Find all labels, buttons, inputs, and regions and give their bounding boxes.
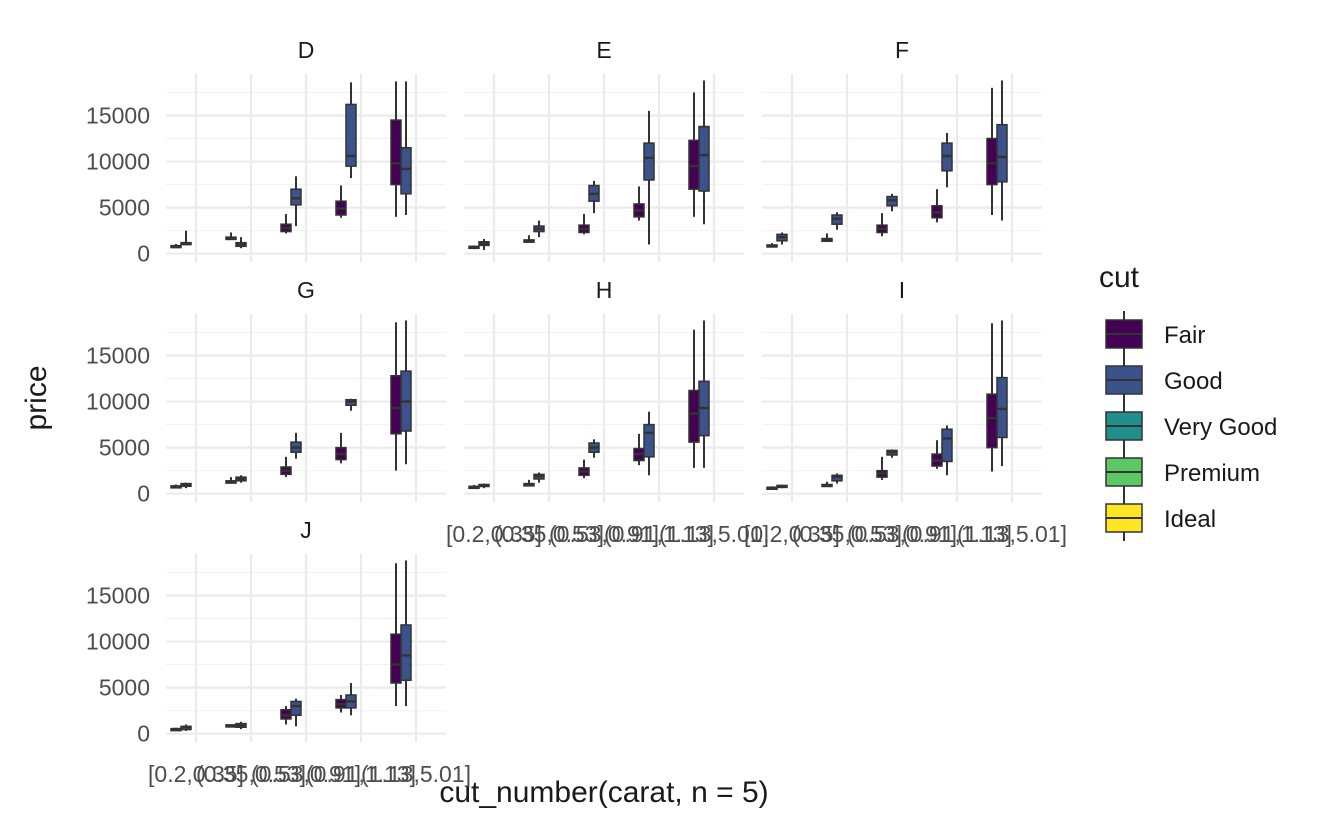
x-tick-label: (1.13,5.01] bbox=[361, 761, 471, 787]
x-tick-label: [0.2,0.35] bbox=[744, 521, 840, 547]
x-tick-label: (1.13,5.01] bbox=[957, 521, 1067, 547]
y-tick-label: 15000 bbox=[86, 342, 150, 368]
y-tick-label: 0 bbox=[137, 241, 150, 267]
x-tick-label: (0.53,0.91] bbox=[847, 521, 957, 547]
x-tick-label: (0.35,0.53] bbox=[494, 521, 604, 547]
box-good bbox=[345, 103, 357, 167]
box-fair bbox=[688, 389, 700, 443]
facet-strip-label: E bbox=[596, 37, 611, 63]
legend-item: Premium bbox=[1105, 449, 1260, 495]
y-tick-label: 10000 bbox=[86, 629, 150, 655]
box-good bbox=[698, 125, 710, 192]
facet-strip-label: H bbox=[596, 277, 613, 303]
facet-panel-e: E bbox=[464, 37, 744, 262]
facet-strip-label: G bbox=[297, 277, 315, 303]
legend-label: Ideal bbox=[1164, 506, 1216, 533]
facet-strip-label: J bbox=[300, 517, 312, 543]
y-tick-label: 10000 bbox=[86, 389, 150, 415]
x-tick-label: (0.91,1.13] bbox=[306, 761, 416, 787]
box-good bbox=[996, 123, 1008, 183]
facet-panel-d: D 0 5000 10000 15000 bbox=[86, 37, 446, 267]
y-tick-label: 15000 bbox=[86, 582, 150, 608]
legend-item: Good bbox=[1105, 357, 1223, 403]
y-tick-label: 5000 bbox=[99, 675, 150, 701]
legend-label: Good bbox=[1164, 368, 1223, 395]
box-fair bbox=[390, 374, 402, 435]
y-tick-label: 15000 bbox=[86, 102, 150, 128]
box-good bbox=[400, 624, 412, 682]
x-tick-label: (0.35,0.53] bbox=[196, 761, 306, 787]
legend-item: Fair bbox=[1105, 311, 1205, 357]
x-tick-label: [0.2,0.35] bbox=[446, 521, 542, 547]
facet-panel-f: F bbox=[762, 37, 1042, 262]
box-fair bbox=[986, 393, 998, 449]
box-fair bbox=[390, 119, 402, 186]
y-axis-title: price bbox=[20, 365, 53, 430]
x-tick-label: [0.2,0.35] bbox=[148, 761, 244, 787]
x-tick-label: (0.91,1.13] bbox=[902, 521, 1012, 547]
y-tick-label: 0 bbox=[137, 721, 150, 747]
facet-panel-h: H [0.2,0.35](0.35,0.53](0.53,0.91](0.91,1… bbox=[446, 277, 769, 547]
x-tick-label: (1.13,5.01] bbox=[659, 521, 769, 547]
box-good bbox=[996, 376, 1008, 439]
box-good bbox=[643, 142, 655, 181]
box-good bbox=[941, 428, 953, 463]
box-good bbox=[290, 700, 302, 717]
y-tick-label: 0 bbox=[137, 481, 150, 507]
box-good bbox=[643, 423, 655, 458]
x-tick-label: (0.53,0.91] bbox=[251, 761, 361, 787]
box-good bbox=[400, 146, 412, 195]
x-tick-label: (0.53,0.91] bbox=[549, 521, 659, 547]
facet-panel-i: I [0.2,0.35](0.35,0.53](0.53,0.91](0.91,1… bbox=[744, 277, 1067, 547]
y-tick-label: 10000 bbox=[86, 149, 150, 175]
box-fair bbox=[986, 137, 998, 186]
legend-title: cut bbox=[1099, 261, 1140, 294]
y-tick-label: 5000 bbox=[99, 195, 150, 221]
facet-panel-j: J 0 5000 10000 15000 [0.2,0.35](0.35,0.53](0.… bbox=[86, 517, 471, 787]
legend-item: Ideal bbox=[1105, 495, 1216, 541]
facet-strip-label: I bbox=[899, 277, 905, 303]
x-tick-label: (0.91,1.13] bbox=[604, 521, 714, 547]
legend-label: Premium bbox=[1164, 460, 1260, 487]
box-fair bbox=[688, 139, 700, 190]
box-good bbox=[290, 188, 302, 206]
legend-item: Very Good bbox=[1105, 403, 1277, 449]
facet-strip-label: D bbox=[298, 37, 315, 63]
facet-panel-g: G 0 5000 10000 15000 bbox=[86, 277, 446, 507]
x-axis-title: cut_number(carat, n = 5) bbox=[439, 776, 768, 809]
legend-label: Very Good bbox=[1164, 414, 1277, 441]
box-fair bbox=[390, 633, 402, 684]
x-tick-label: (0.35,0.53] bbox=[792, 521, 902, 547]
y-tick-label: 5000 bbox=[99, 435, 150, 461]
legend-label: Fair bbox=[1164, 322, 1205, 349]
legend: cut Fair Good Very Good Premium Ideal bbox=[1099, 261, 1277, 541]
facet-strip-label: F bbox=[895, 37, 909, 63]
